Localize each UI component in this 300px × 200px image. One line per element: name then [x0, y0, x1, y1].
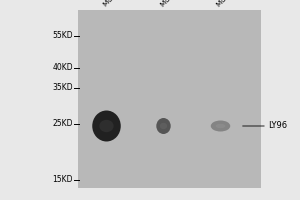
- Text: Mouse kidney: Mouse kidney: [216, 0, 256, 8]
- Text: LY96: LY96: [268, 121, 288, 130]
- Ellipse shape: [216, 124, 225, 128]
- Text: Mouse liver: Mouse liver: [102, 0, 136, 8]
- Text: 55KD: 55KD: [52, 31, 73, 40]
- Bar: [78, 10, 261, 188]
- Ellipse shape: [99, 120, 114, 132]
- Text: 40KD: 40KD: [52, 64, 73, 72]
- Ellipse shape: [160, 123, 167, 129]
- Ellipse shape: [92, 110, 121, 142]
- Text: 15KD: 15KD: [52, 176, 73, 184]
- Text: 25KD: 25KD: [52, 119, 73, 129]
- Text: Mouse spleen: Mouse spleen: [159, 0, 199, 8]
- Text: 35KD: 35KD: [52, 83, 73, 92]
- Ellipse shape: [211, 120, 230, 132]
- Ellipse shape: [156, 118, 171, 134]
